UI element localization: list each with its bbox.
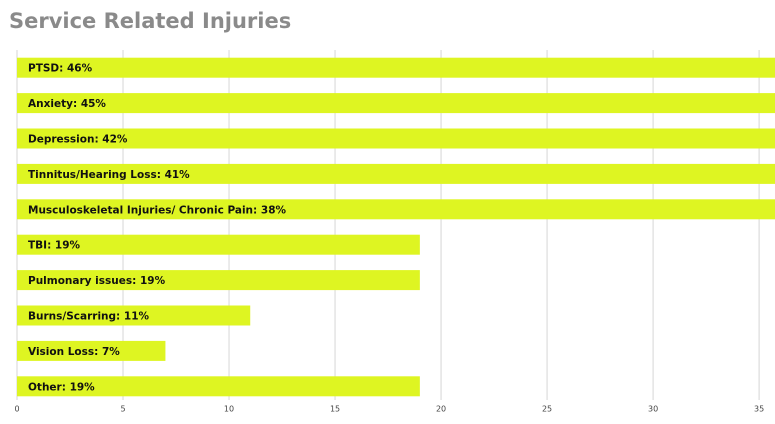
x-tick-label: 35 <box>754 405 764 414</box>
bar <box>17 340 166 361</box>
bar <box>17 128 775 149</box>
bar <box>17 376 420 397</box>
bar <box>17 163 775 184</box>
bar-label: Musculoskeletal Injuries/ Chronic Pain: … <box>28 204 286 216</box>
x-tick-label: 10 <box>224 405 234 414</box>
x-tick-label: 30 <box>648 405 658 414</box>
bar-label: Pulmonary issues: 19% <box>28 275 166 287</box>
bar-label: Anxiety: 45% <box>28 98 106 110</box>
bar <box>17 305 251 326</box>
bar <box>17 57 775 78</box>
bar-label: Depression: 42% <box>28 134 128 146</box>
bar-label: Burns/Scarring: 11% <box>28 311 150 323</box>
x-tick-label: 15 <box>330 405 340 414</box>
x-tick-label: 0 <box>14 405 19 414</box>
bar-label: Vision Loss: 7% <box>28 346 120 358</box>
x-tick-label: 25 <box>542 405 552 414</box>
bars <box>17 57 775 397</box>
bar-label: TBI: 19% <box>28 240 81 252</box>
chart-title: Service Related Injuries <box>9 9 291 33</box>
bar <box>17 234 420 255</box>
x-tick-label: 5 <box>120 405 125 414</box>
bar <box>17 270 420 291</box>
bar-label: Other: 19% <box>28 381 95 393</box>
bar <box>17 93 775 114</box>
bar <box>17 199 775 220</box>
bar-label: PTSD: 46% <box>28 63 93 75</box>
labels: PTSD: 46% Anxiety: 45% Depression: 42% Tinn… <box>28 63 286 394</box>
x-tick-label: 20 <box>436 405 446 414</box>
bar-label: Tinnitus/Hearing Loss: 41% <box>28 169 190 181</box>
